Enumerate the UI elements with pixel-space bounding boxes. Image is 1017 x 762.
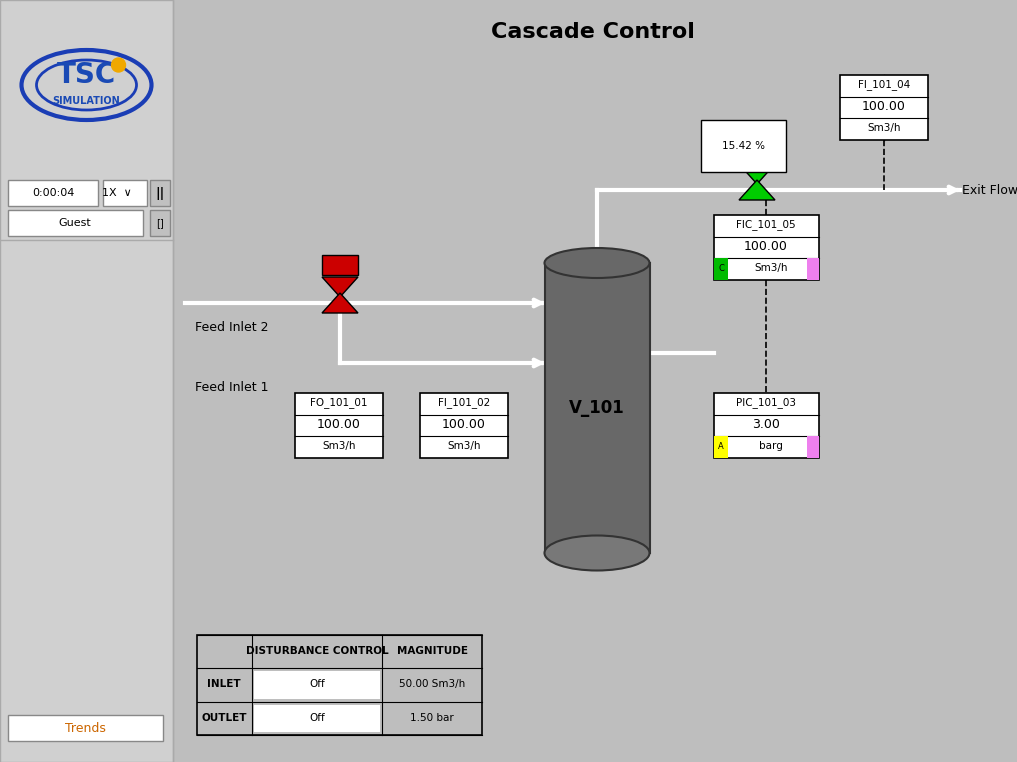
- Text: PIC_101_03: PIC_101_03: [736, 398, 796, 408]
- Text: Exit Flow: Exit Flow: [962, 184, 1017, 197]
- Text: FO_101_01: FO_101_01: [310, 398, 368, 408]
- Bar: [322, 255, 358, 275]
- Text: Cascade Control: Cascade Control: [491, 22, 695, 42]
- Text: ||: ||: [156, 187, 165, 200]
- Text: DISTURBANCE CONTROL: DISTURBANCE CONTROL: [246, 646, 388, 656]
- Text: 1.50 bar: 1.50 bar: [410, 712, 454, 722]
- Text: 3.00: 3.00: [752, 418, 780, 431]
- Text: Feed Inlet 2: Feed Inlet 2: [195, 321, 268, 334]
- Bar: [149, 180, 170, 206]
- Text: 15.42 %: 15.42 %: [722, 141, 765, 151]
- Bar: [714, 258, 728, 280]
- Bar: [807, 437, 819, 458]
- Polygon shape: [739, 164, 775, 184]
- Bar: [807, 258, 819, 280]
- Text: 100.00: 100.00: [744, 240, 788, 253]
- Text: C: C: [718, 264, 724, 273]
- Bar: [8, 180, 98, 206]
- Text: FI_101_04: FI_101_04: [858, 79, 910, 91]
- Ellipse shape: [544, 248, 650, 278]
- Bar: [714, 393, 819, 458]
- Text: Off: Off: [309, 680, 324, 690]
- Text: MAGNITUDE: MAGNITUDE: [397, 646, 468, 656]
- Text: 100.00: 100.00: [862, 100, 906, 114]
- Text: Sm3/h: Sm3/h: [447, 441, 481, 451]
- Text: A: A: [718, 442, 724, 451]
- Bar: [103, 180, 147, 206]
- Bar: [254, 705, 380, 732]
- Text: 100.00: 100.00: [442, 418, 486, 431]
- Text: INLET: INLET: [207, 680, 241, 690]
- Text: []: []: [157, 218, 164, 228]
- Text: 0:00:04: 0:00:04: [32, 188, 74, 198]
- Polygon shape: [322, 293, 358, 313]
- Bar: [0, 0, 173, 762]
- Circle shape: [112, 58, 125, 72]
- Bar: [420, 393, 508, 458]
- Text: barg: barg: [759, 441, 783, 451]
- Text: Guest: Guest: [59, 218, 92, 228]
- Text: Off: Off: [309, 712, 324, 722]
- Text: Sm3/h: Sm3/h: [755, 264, 788, 274]
- Text: FI_101_02: FI_101_02: [438, 398, 490, 408]
- Text: TSC: TSC: [57, 61, 116, 89]
- Text: Sm3/h: Sm3/h: [868, 123, 901, 133]
- Bar: [545, 263, 650, 553]
- Text: V_101: V_101: [570, 399, 624, 417]
- Text: Feed Inlet 1: Feed Inlet 1: [195, 381, 268, 394]
- Polygon shape: [322, 277, 358, 297]
- Text: FIC_101_05: FIC_101_05: [736, 219, 796, 230]
- Bar: [254, 671, 380, 699]
- Text: 100.00: 100.00: [317, 418, 361, 431]
- Text: SIMULATION: SIMULATION: [53, 96, 120, 106]
- Text: 50.00 Sm3/h: 50.00 Sm3/h: [399, 680, 465, 690]
- Bar: [149, 210, 170, 236]
- Bar: [8, 210, 143, 236]
- Text: Trends: Trends: [64, 722, 106, 735]
- Ellipse shape: [544, 536, 650, 571]
- Bar: [295, 393, 383, 458]
- Bar: [8, 715, 163, 741]
- Bar: [197, 635, 482, 735]
- Bar: [840, 75, 928, 140]
- Bar: [714, 437, 728, 458]
- Text: Sm3/h: Sm3/h: [322, 441, 356, 451]
- Polygon shape: [739, 180, 775, 200]
- Bar: [714, 215, 819, 280]
- Text: OUTLET: OUTLET: [201, 712, 247, 722]
- Text: 1X  ∨: 1X ∨: [102, 188, 132, 198]
